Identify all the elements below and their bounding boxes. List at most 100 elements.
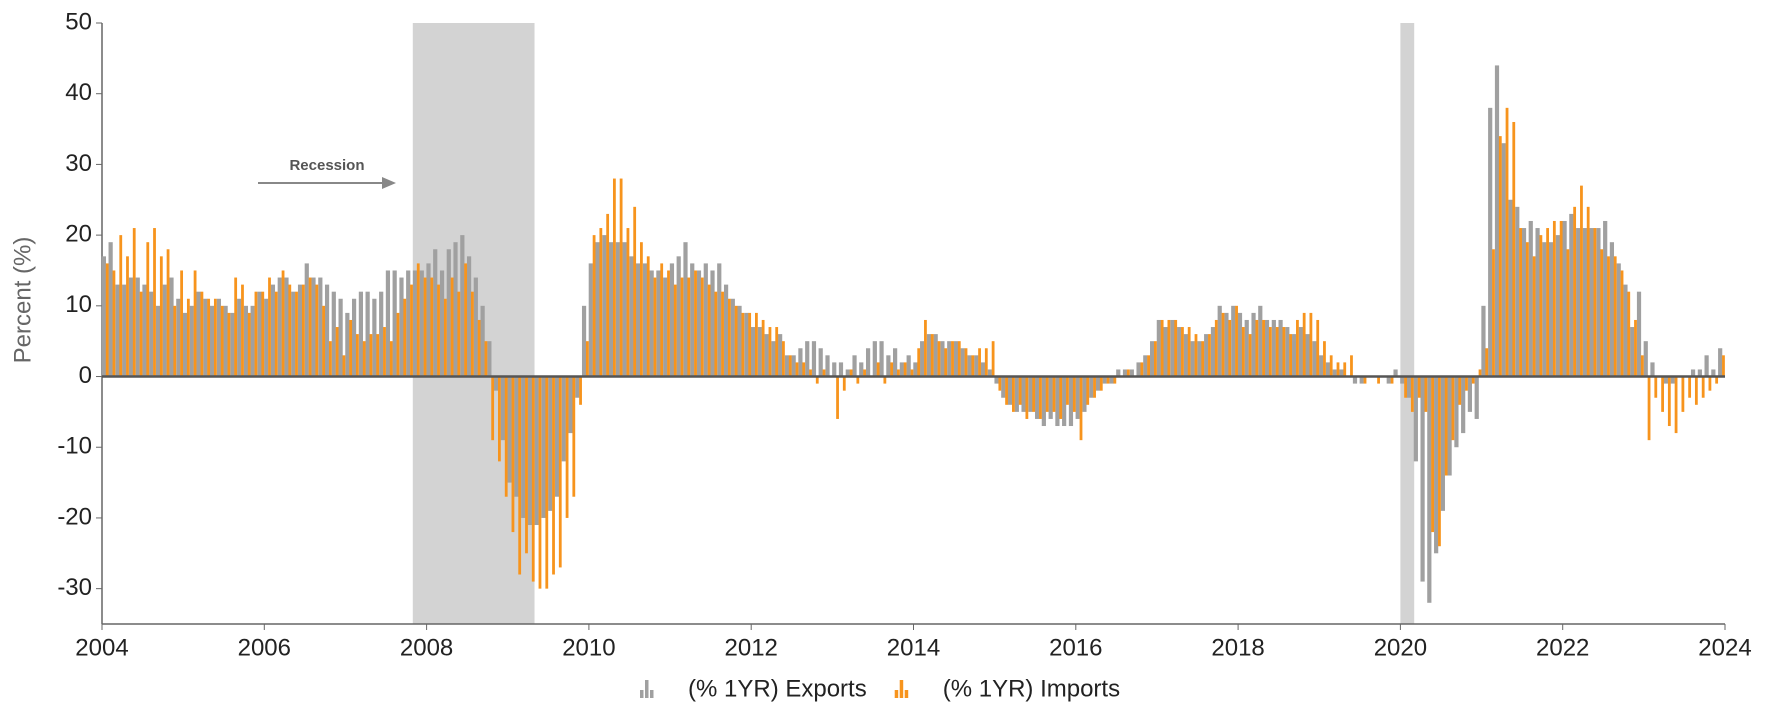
bar [149, 291, 154, 377]
bar [1244, 319, 1249, 377]
x-tick-label: 2012 [725, 634, 778, 661]
bar [453, 242, 458, 377]
bar [1106, 376, 1110, 384]
bar [1012, 376, 1015, 412]
bar [1467, 376, 1472, 412]
bar [1708, 376, 1712, 391]
bar [1674, 376, 1678, 434]
bar [1539, 235, 1543, 377]
bar [1177, 327, 1182, 377]
y-tick-label: 30 [65, 150, 92, 177]
bar [155, 305, 161, 377]
bar [518, 376, 522, 575]
bar [1035, 376, 1040, 419]
bar [1275, 327, 1279, 377]
bar [1224, 312, 1229, 377]
bar [162, 284, 167, 377]
bar [1711, 369, 1716, 377]
bar [270, 284, 276, 377]
bar [291, 291, 296, 377]
bar [1607, 256, 1610, 377]
bar [1505, 107, 1509, 377]
bar [1296, 319, 1299, 377]
bar [1241, 327, 1245, 377]
bar [606, 213, 610, 377]
bar [1136, 362, 1141, 377]
bar [1048, 376, 1053, 419]
bar [1420, 376, 1425, 582]
x-tick-label: 2004 [75, 634, 128, 661]
bar [1008, 376, 1013, 405]
bar [1694, 376, 1698, 405]
bar [538, 376, 542, 589]
bar [1519, 228, 1522, 377]
bar [771, 341, 776, 377]
bar [419, 270, 424, 377]
bar [1431, 376, 1435, 533]
bar [301, 284, 305, 377]
bar [511, 376, 515, 533]
bar [737, 305, 742, 377]
bar [791, 355, 796, 377]
bar [1001, 376, 1006, 398]
bar [585, 341, 589, 377]
bar [196, 291, 201, 377]
bar [487, 341, 492, 377]
bar [1559, 220, 1563, 377]
bar [1573, 206, 1577, 377]
bar [1075, 376, 1080, 419]
bar [284, 277, 289, 377]
bar [1474, 376, 1479, 419]
bar [389, 341, 393, 377]
bar [1663, 376, 1669, 384]
bar [1082, 376, 1087, 412]
bar [920, 341, 925, 377]
bar [917, 348, 921, 377]
bar [193, 270, 197, 377]
bar [1278, 319, 1283, 377]
bar [1417, 376, 1421, 398]
bar [710, 270, 715, 377]
bar [1068, 376, 1074, 427]
bar [412, 270, 418, 377]
bar [558, 376, 562, 568]
bar [727, 298, 731, 377]
bar [1282, 327, 1286, 377]
bar [636, 263, 641, 377]
bar [369, 334, 373, 377]
bar [838, 362, 844, 377]
y-tick-label: -20 [57, 503, 92, 530]
bar [1032, 376, 1036, 412]
bar [1187, 327, 1191, 377]
y-tick-label: 10 [65, 291, 92, 318]
bar [376, 334, 380, 377]
bar [288, 284, 292, 377]
y-tick-label: 0 [79, 362, 92, 389]
bar [189, 305, 194, 377]
bar [1062, 376, 1067, 427]
bar [757, 327, 762, 377]
x-tick-label: 2016 [1049, 634, 1102, 661]
bar [1582, 228, 1587, 377]
bar [1481, 305, 1486, 377]
bar [1654, 376, 1658, 398]
bar [1197, 341, 1202, 377]
bar [768, 327, 772, 377]
bar [545, 376, 549, 589]
bar [849, 369, 853, 377]
bar [372, 298, 377, 377]
bar [964, 348, 968, 377]
bar [845, 369, 850, 377]
bar [379, 291, 384, 377]
bar [629, 256, 634, 377]
bar [1312, 341, 1317, 377]
bar [673, 284, 677, 377]
bar [987, 369, 992, 377]
bar [399, 277, 404, 377]
bar [1390, 376, 1394, 384]
y-tick-label: -30 [57, 574, 92, 601]
bar [1160, 319, 1164, 377]
bar [1289, 334, 1293, 377]
bar [101, 256, 106, 377]
bar [457, 291, 461, 377]
